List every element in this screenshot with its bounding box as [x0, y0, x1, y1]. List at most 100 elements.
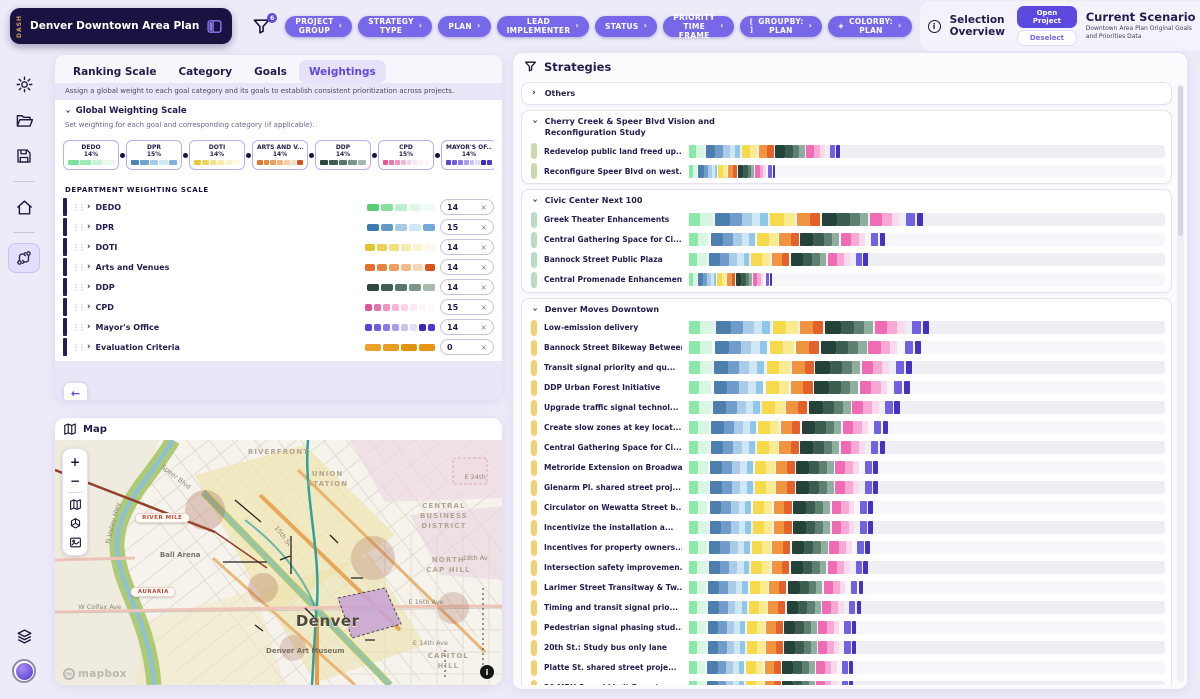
clear-icon[interactable]: ×	[480, 323, 487, 332]
department-row[interactable]: ⋮⋮›DPR15×	[63, 217, 494, 237]
weight-input[interactable]: 14×	[440, 279, 494, 295]
strategy-row[interactable]: Greek Theater Enhancements	[528, 210, 1165, 230]
department-row[interactable]: ⋮⋮›DOTI14×	[63, 237, 494, 257]
drag-handle-icon[interactable]: ⋮⋮	[72, 303, 82, 312]
weight-input[interactable]: 14×	[440, 199, 494, 215]
strategy-row[interactable]: 20 MPH Speed Limit Downtown	[528, 678, 1165, 685]
weight-card[interactable]: DOTI14%	[189, 140, 245, 170]
drag-handle-icon[interactable]: ⋮⋮	[72, 343, 82, 352]
strategy-row[interactable]: Upgrade traffic signal technol...	[528, 398, 1165, 418]
filters-funnel-button[interactable]: 6	[252, 17, 271, 36]
strategy-row[interactable]: 20th St.: Study bus only lane	[528, 638, 1165, 658]
tab-weightings[interactable]: Weightings	[299, 60, 386, 83]
chevron-right-icon[interactable]: ›	[87, 202, 91, 212]
strategy-row[interactable]: Central Promenade Enhancements	[528, 270, 1165, 290]
strategy-row[interactable]: Create slow zones at key locat...	[528, 418, 1165, 438]
clear-icon[interactable]: ×	[480, 203, 487, 212]
filter-pill[interactable]: PRIORITY TIME FRAME›	[663, 16, 734, 37]
strategy-row[interactable]: Redevelop public land freed up...	[528, 141, 1165, 161]
tab-goals[interactable]: Goals	[244, 60, 297, 83]
strategy-row[interactable]: Bannock Street Public Plaza	[528, 250, 1165, 270]
open-folder-icon[interactable]	[8, 105, 40, 135]
map-canvas[interactable]: RIVERFRONTUNION STATIONCENTRAL BUSINESS …	[55, 440, 502, 685]
groupby-pill[interactable]: [ ]GROUPBY: PLAN›	[740, 16, 823, 37]
strategy-group-header[interactable]: ›Denver Moves Downtown	[528, 301, 1165, 318]
deselect-button[interactable]: Deselect	[1017, 30, 1077, 46]
weight-input[interactable]: 14×	[440, 259, 494, 275]
strategy-row[interactable]: Central Gathering Space for Ci...	[528, 230, 1165, 250]
scrollbar-track[interactable]	[1177, 84, 1184, 682]
filter-pill[interactable]: STRATEGY TYPE›	[358, 16, 432, 37]
user-avatar[interactable]	[8, 656, 40, 686]
chevron-right-icon[interactable]: ›	[87, 242, 91, 252]
back-button[interactable]: ←	[63, 382, 88, 400]
drag-handle-icon[interactable]: ⋮⋮	[72, 323, 82, 332]
drag-handle-icon[interactable]: ⋮⋮	[72, 263, 82, 272]
weight-input[interactable]: 15×	[440, 299, 494, 315]
weight-input[interactable]: 14×	[440, 319, 494, 335]
chevron-right-icon[interactable]: ›	[87, 322, 91, 332]
department-row[interactable]: ⋮⋮›Arts and Venues14×	[63, 257, 494, 277]
department-row[interactable]: ⋮⋮›Evaluation Criteria0×	[63, 337, 494, 357]
strategy-row[interactable]: Central Gathering Space for Ci...	[528, 438, 1165, 458]
strategy-group-header[interactable]: ›Cherry Creek & Speer Blvd Vision and Re…	[528, 113, 1165, 141]
tab-category[interactable]: Category	[168, 60, 242, 83]
image-export-icon[interactable]	[64, 533, 86, 552]
clear-icon[interactable]: ×	[480, 263, 487, 272]
drag-handle-icon[interactable]: ⋮⋮	[72, 243, 82, 252]
chevron-right-icon[interactable]: ›	[87, 282, 91, 292]
strategy-group-header[interactable]: ›Civic Center Next 100	[528, 192, 1165, 209]
strategy-row[interactable]: Circulator on Wewatta Street b...	[528, 498, 1165, 518]
zoom-in-button[interactable]: +	[64, 452, 86, 471]
weight-input[interactable]: 0×	[440, 339, 494, 355]
clear-icon[interactable]: ×	[480, 303, 487, 312]
department-row[interactable]: ⋮⋮›DDP14×	[63, 277, 494, 297]
open-project-button[interactable]: Open Project	[1017, 6, 1077, 28]
strategy-row[interactable]: Metroride Extension on Broadwa...	[528, 458, 1165, 478]
weight-input[interactable]: 15×	[440, 219, 494, 235]
filter-pill[interactable]: STATUS›	[595, 16, 657, 37]
chevron-right-icon[interactable]: ›	[87, 262, 91, 272]
strategy-group-header[interactable]: ›Others	[528, 85, 1165, 102]
zoom-out-button[interactable]: −	[64, 471, 86, 490]
drag-handle-icon[interactable]: ⋮⋮	[72, 283, 82, 292]
strategy-row[interactable]: Pedestrian signal phasing stud...	[528, 618, 1165, 638]
basemap-icon[interactable]	[64, 495, 86, 514]
weight-input[interactable]: 14×	[440, 239, 494, 255]
weight-card[interactable]: MAYOR'S OF...14%	[441, 140, 494, 170]
clear-icon[interactable]: ×	[480, 223, 487, 232]
strategy-row[interactable]: Intersection safety improvemen...	[528, 558, 1165, 578]
tab-ranking-scale[interactable]: Ranking Scale	[63, 60, 166, 83]
strategy-row[interactable]: Transit signal priority and qu...	[528, 358, 1165, 378]
strategy-row[interactable]: Glenarm Pl. shared street proj...	[528, 478, 1165, 498]
scenario-compare-icon[interactable]	[8, 243, 40, 273]
drag-handle-icon[interactable]: ⋮⋮	[72, 203, 82, 212]
strategy-row[interactable]: Incentives for property owners...	[528, 538, 1165, 558]
clear-icon[interactable]: ×	[480, 283, 487, 292]
strategy-row[interactable]: Reconfigure Speer Blvd on west...	[528, 161, 1165, 181]
weight-card[interactable]: CPD15%	[378, 140, 434, 170]
clear-icon[interactable]: ×	[480, 343, 487, 352]
filter-pill[interactable]: PLAN›	[438, 16, 490, 37]
weight-card[interactable]: ARTS AND V...14%	[252, 140, 308, 170]
chevron-right-icon[interactable]: ›	[87, 222, 91, 232]
filter-pill[interactable]: PROJECT GROUP›	[285, 16, 352, 37]
panel-toggle-icon[interactable]	[206, 18, 223, 35]
weight-card[interactable]: DEDO14%	[63, 140, 119, 170]
strategy-row[interactable]: Incentivize the installation a...	[528, 518, 1165, 538]
chevron-right-icon[interactable]: ›	[87, 342, 91, 352]
settings-gear-icon[interactable]	[8, 69, 40, 99]
filter-pill[interactable]: LEAD IMPLEMENTER›	[497, 16, 589, 37]
global-weighting-scale-header[interactable]: › Global Weighting Scale	[63, 103, 494, 119]
department-row[interactable]: ⋮⋮›Mayor's Office14×	[63, 317, 494, 337]
drag-handle-icon[interactable]: ⋮⋮	[72, 223, 82, 232]
app-title-pill[interactable]: DASH Denver Downtown Area Plan	[10, 8, 232, 44]
department-row[interactable]: ⋮⋮›DEDO14×	[63, 197, 494, 217]
strategy-row[interactable]: Bannock Street Bikeway Between...	[528, 338, 1165, 358]
save-icon[interactable]	[8, 141, 40, 171]
weight-card[interactable]: DPR15%	[126, 140, 182, 170]
layers-icon[interactable]	[8, 621, 40, 651]
scrollbar-thumb[interactable]	[1178, 86, 1183, 236]
strategy-row[interactable]: Platte St. shared street proje...	[528, 658, 1165, 678]
home-icon[interactable]	[8, 192, 40, 222]
